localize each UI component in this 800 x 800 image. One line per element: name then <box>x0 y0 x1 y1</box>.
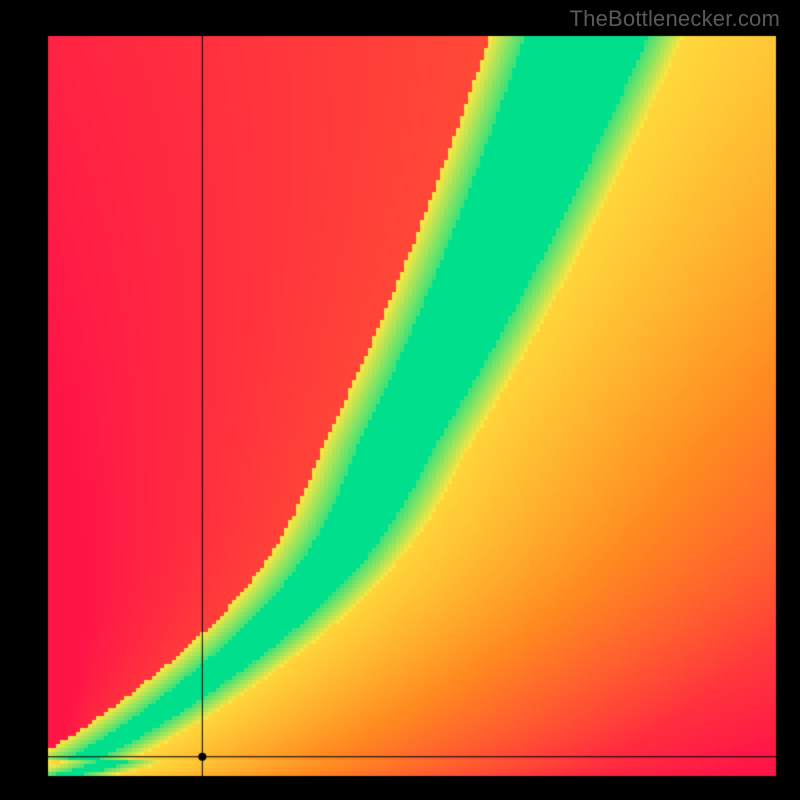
chart-container: TheBottlenecker.com <box>0 0 800 800</box>
watermark-text: TheBottlenecker.com <box>570 6 780 32</box>
bottleneck-heatmap <box>0 0 800 800</box>
